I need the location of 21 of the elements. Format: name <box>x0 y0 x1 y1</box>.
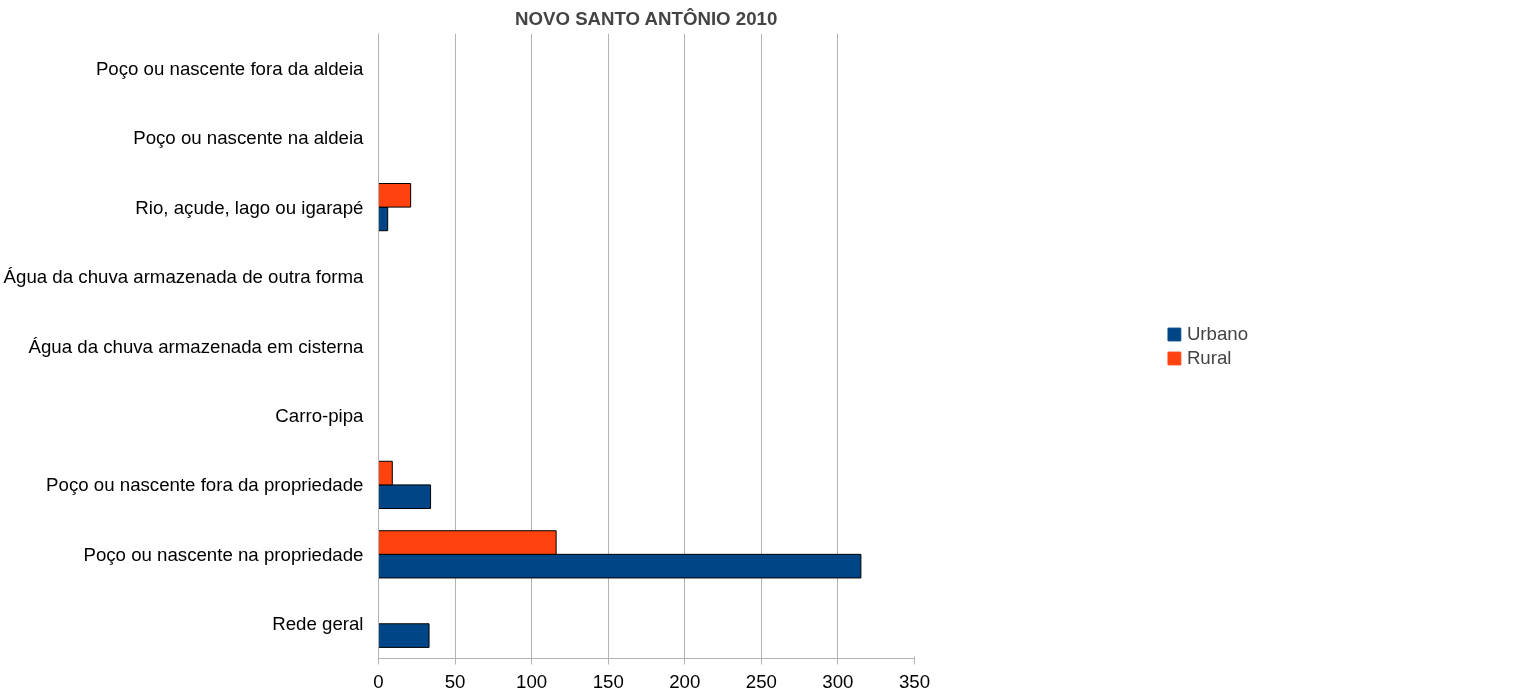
x-tick-label: 300 <box>822 670 854 692</box>
y-tick-label: Poço ou nascente na aldeia <box>133 127 365 149</box>
y-tick-label: Água da chuva armazenada de outra forma <box>3 266 365 288</box>
x-tick-label: 250 <box>745 670 777 692</box>
legend-label: Rural <box>1186 346 1232 369</box>
x-tick-label: 0 <box>373 670 384 692</box>
y-tick-label: Poço ou nascente fora da propriedade <box>46 474 364 496</box>
y-tick-label: Poço ou nascente na propriedade <box>83 543 364 565</box>
y-tick-label: Poço ou nascente fora da aldeia <box>95 57 365 79</box>
y-tick-label: Carro-pipa <box>275 404 365 426</box>
y-tick-label: Rede geral <box>272 613 364 635</box>
chart-title: NOVO SANTO ANTÔNIO 2010 <box>515 7 778 29</box>
x-tick-label: 50 <box>444 670 466 692</box>
y-tick-label: Água da chuva armazenada em cisterna <box>28 335 365 357</box>
bar <box>378 623 430 648</box>
y-tick-label: Rio, açude, lago ou igarapé <box>135 196 364 218</box>
x-tick-label: 150 <box>592 670 624 692</box>
x-tick-label: 350 <box>898 670 931 692</box>
x-tick-label: 200 <box>669 670 701 692</box>
x-tick-label: 100 <box>516 670 548 692</box>
legend-label: Urbano <box>1186 322 1249 345</box>
